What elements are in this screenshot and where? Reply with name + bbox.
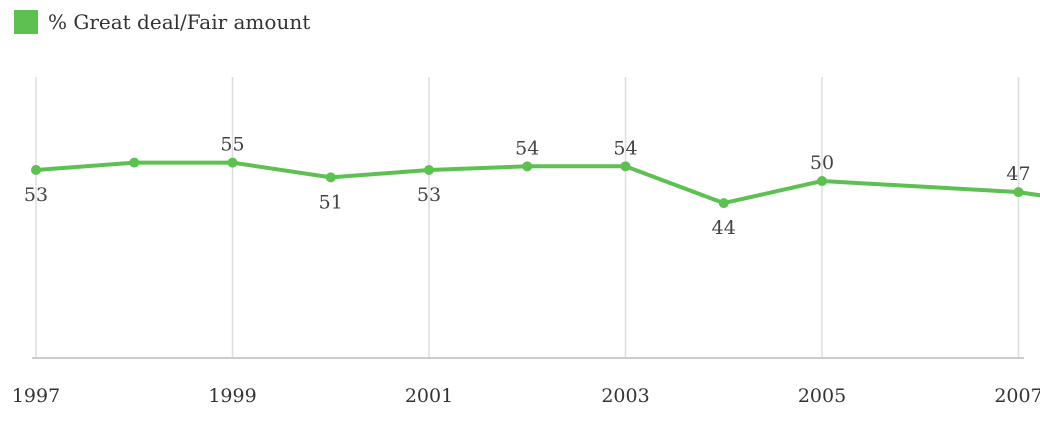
x-tick-label: 2001 (405, 385, 453, 407)
x-axis-ticks: 1997199920012003200520072009201120132015 (12, 385, 1040, 407)
data-point (325, 172, 336, 183)
data-label: 47 (1006, 163, 1030, 185)
data-point (227, 157, 238, 168)
data-label: 55 (220, 134, 244, 156)
data-label: 50 (810, 152, 834, 174)
legend-swatch (14, 10, 38, 34)
x-tick-label: 2003 (601, 385, 649, 407)
x-tick-label: 2007 (994, 385, 1040, 407)
data-label: 53 (417, 184, 441, 206)
x-tick-label: 2005 (798, 385, 846, 407)
data-label: 54 (515, 137, 539, 159)
data-label: 54 (613, 137, 637, 159)
x-tick-label: 1997 (12, 385, 60, 407)
data-point (718, 198, 729, 209)
data-point (620, 161, 631, 172)
data-point (817, 176, 827, 187)
data-point (129, 157, 140, 168)
data-label: 51 (319, 191, 343, 213)
data-labels: 535551535454445047434543444044404032 (24, 134, 1031, 239)
series-line (34, 160, 1040, 206)
data-points (31, 157, 1024, 209)
legend-label: % Great deal/Fair amount (48, 10, 311, 34)
data-label: 44 (712, 217, 736, 239)
data-point (31, 165, 41, 175)
data-point (1013, 187, 1024, 198)
gridlines (35, 77, 1020, 358)
data-label: 53 (24, 184, 48, 206)
data-point (424, 165, 434, 175)
x-tick-label: 1999 (208, 385, 256, 407)
legend: % Great deal/Fair amount (14, 10, 310, 34)
data-point (522, 161, 533, 172)
